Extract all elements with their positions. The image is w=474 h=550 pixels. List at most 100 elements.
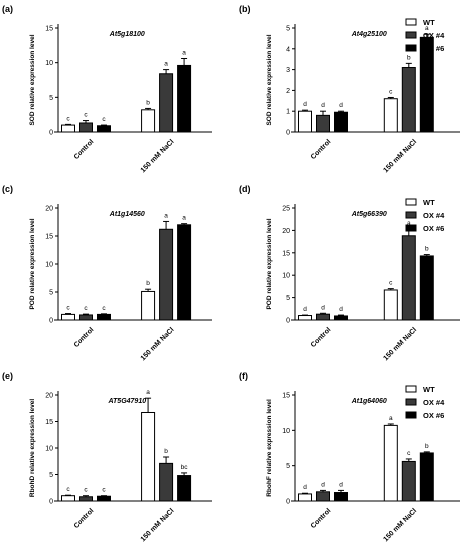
x-tick-label: 150 mM NaCl bbox=[382, 507, 418, 543]
x-tick-label: Control bbox=[73, 326, 96, 349]
y-tick-label: 10 bbox=[282, 273, 290, 280]
significance-letter: c bbox=[102, 487, 106, 494]
y-tick-label: 20 bbox=[282, 228, 290, 235]
y-tick-label: 15 bbox=[282, 250, 290, 257]
bar-ox4-2 bbox=[401, 460, 416, 502]
y-tick-label: 0 bbox=[286, 499, 290, 506]
bar-ox4-1 bbox=[316, 491, 330, 502]
significance-letter: a bbox=[164, 212, 168, 219]
chart-title: At1g64060 bbox=[351, 398, 387, 405]
bar-wt-1 bbox=[61, 495, 75, 502]
bar-wt-1 bbox=[298, 315, 312, 321]
y-tick-label: 15 bbox=[45, 26, 53, 33]
significance-letter: d bbox=[303, 306, 307, 313]
significance-letter: c bbox=[389, 280, 393, 287]
significance-letter: d bbox=[339, 481, 343, 488]
significance-letter: d bbox=[321, 102, 325, 109]
bar-ox6-2 bbox=[177, 224, 192, 321]
significance-letter: a bbox=[425, 25, 429, 32]
significance-letter: d bbox=[321, 481, 325, 488]
significance-letter: a bbox=[146, 389, 150, 396]
significance-letter: d bbox=[339, 102, 343, 109]
y-tick-label: 0 bbox=[286, 130, 290, 137]
significance-letter: c bbox=[66, 305, 70, 312]
bar-ox6-1 bbox=[97, 125, 111, 133]
legend-label: OX #6 bbox=[423, 44, 444, 53]
bar-ox6-1 bbox=[334, 315, 348, 321]
panel-label: (e) bbox=[2, 371, 13, 381]
y-tick-label: 10 bbox=[45, 446, 53, 453]
significance-letter: c bbox=[66, 115, 70, 122]
y-tick-label: 10 bbox=[45, 60, 53, 67]
y-tick-label: 2 bbox=[286, 88, 290, 95]
chart-panel-1: (a) At5g18100 0 5 10 15 SOD relative expressio… bbox=[2, 4, 212, 174]
bar-ox4-1 bbox=[79, 122, 93, 133]
significance-letter: c bbox=[66, 486, 70, 493]
bar-ox4-1 bbox=[79, 496, 93, 502]
significance-letter: a bbox=[182, 215, 186, 222]
y-tick-label: 0 bbox=[49, 499, 53, 506]
x-tick-label: Control bbox=[310, 326, 333, 349]
y-tick-label: 3 bbox=[286, 67, 290, 74]
y-tick-label: 5 bbox=[286, 26, 290, 33]
y-tick-label: 1 bbox=[286, 109, 290, 116]
bar-ox4-2 bbox=[401, 235, 416, 321]
y-axis-label: POD relative expression level bbox=[266, 218, 273, 309]
bar-ox4-2 bbox=[159, 228, 174, 321]
legend-swatch-2 bbox=[405, 398, 417, 406]
significance-letter: d bbox=[339, 306, 343, 313]
bar-ox6-2 bbox=[177, 64, 192, 133]
legend-swatch-3 bbox=[405, 44, 417, 52]
y-tick-label: 5 bbox=[49, 95, 53, 102]
significance-letter: c bbox=[407, 450, 411, 457]
chart-panel-2: (b) At4g25100 0 1 2 3 4 5 SOD relative expressio… bbox=[239, 4, 460, 174]
bar-wt-2 bbox=[141, 290, 156, 321]
chart-panel-4: (d) At5g66390 0 5 10 15 20 25 POD relative expre… bbox=[239, 184, 460, 362]
y-tick-label: 15 bbox=[282, 393, 290, 400]
legend-label: OX #4 bbox=[423, 398, 445, 407]
y-tick-label: 0 bbox=[49, 130, 53, 137]
bar-wt-1 bbox=[298, 110, 312, 133]
bar-ox6-2 bbox=[419, 452, 434, 502]
panel-label: (f) bbox=[239, 371, 248, 381]
significance-letter: c bbox=[84, 305, 88, 312]
significance-letter: c bbox=[102, 116, 106, 123]
legend-swatch-3 bbox=[405, 411, 417, 419]
legend-swatch-3 bbox=[405, 224, 417, 232]
y-tick-label: 10 bbox=[45, 262, 53, 269]
bar-ox6-2 bbox=[177, 475, 192, 502]
chart-panel-5: (e) AT5G47910 0 5 10 15 20 RbohD relative expre… bbox=[2, 371, 212, 543]
bar-ox4-1 bbox=[316, 313, 330, 321]
significance-letter: c bbox=[102, 305, 106, 312]
x-tick-label: Control bbox=[310, 138, 333, 161]
legend-swatch-2 bbox=[405, 31, 417, 39]
y-tick-label: 20 bbox=[45, 206, 53, 213]
legend-label: WT bbox=[423, 198, 435, 207]
y-tick-label: 15 bbox=[45, 234, 53, 241]
x-tick-label: 150 mM NaCl bbox=[140, 138, 176, 174]
y-axis-label: POD relative expression level bbox=[29, 218, 36, 309]
y-tick-label: 0 bbox=[286, 318, 290, 325]
significance-letter: b bbox=[146, 280, 150, 287]
bar-ox4-2 bbox=[401, 67, 416, 133]
bar-ox6-1 bbox=[97, 313, 111, 321]
significance-letter: c bbox=[84, 112, 88, 119]
y-axis-label: SOD relative expression level bbox=[29, 34, 36, 125]
significance-letter: a bbox=[407, 220, 411, 227]
chart-title: AT5G47910 bbox=[107, 398, 146, 405]
x-tick-label: 150 mM NaCl bbox=[140, 326, 176, 362]
chart-title: At4g25100 bbox=[351, 31, 387, 38]
significance-letter: d bbox=[303, 101, 307, 108]
x-tick-label: 150 mM NaCl bbox=[382, 138, 418, 174]
bar-ox4-2 bbox=[159, 73, 174, 133]
significance-letter: bc bbox=[181, 464, 189, 471]
significance-letter: c bbox=[84, 487, 88, 494]
y-tick-label: 5 bbox=[49, 290, 53, 297]
y-tick-label: 0 bbox=[49, 318, 53, 325]
panel-label: (d) bbox=[239, 184, 251, 194]
significance-letter: a bbox=[164, 61, 168, 68]
legend-label: OX #6 bbox=[423, 411, 444, 420]
bar-wt-2 bbox=[383, 98, 398, 133]
chart-panel-3: (c) At1g14560 0 5 10 15 20 POD relative express… bbox=[2, 184, 212, 362]
